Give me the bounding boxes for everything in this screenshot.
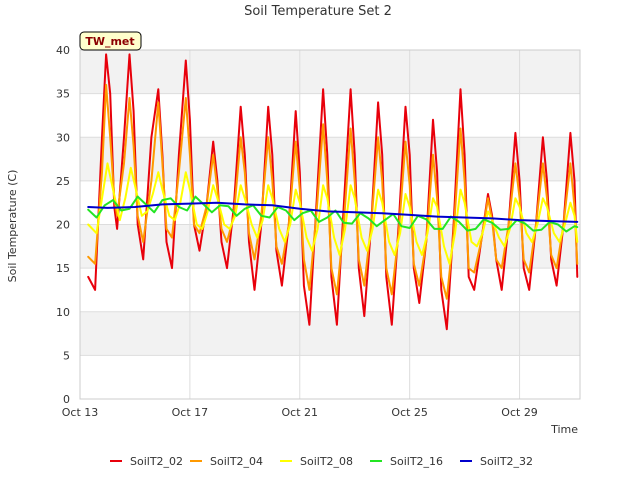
series-line-soilt2_32 (87, 201, 579, 223)
x-axis: Oct 13 Oct 17 Oct 21 Oct 25 Oct 29 (62, 406, 538, 419)
y-tick-label: 20 (56, 219, 70, 232)
y-tick-label: 0 (63, 393, 70, 406)
station-tag-label: TW_met (85, 35, 134, 48)
legend: SoilT2_02 SoilT2_04 SoilT2_08 SoilT2_16 Soil… (110, 455, 533, 468)
legend-label: SoilT2_08 (300, 455, 353, 468)
plot-band (80, 268, 580, 312)
x-tick-label: Oct 17 (172, 406, 209, 419)
y-tick-label: 40 (56, 44, 70, 57)
plot-band (80, 355, 580, 399)
plot-band (80, 50, 580, 94)
y-tick-label: 10 (56, 306, 70, 319)
y-tick-label: 15 (56, 262, 70, 275)
plot-frame (79, 49, 581, 400)
plot-band (80, 311, 580, 356)
y-tick-label: 5 (63, 349, 70, 362)
chart-title: Soil Temperature Set 2 (244, 4, 392, 19)
x-tick-label: Oct 25 (391, 406, 428, 419)
y-tick-label: 25 (56, 175, 70, 188)
series-line-soilt2_16 (87, 195, 579, 233)
y-axis: 0 5 10 15 20 25 30 35 40 (56, 44, 70, 406)
series-group (87, 53, 579, 331)
legend-label: SoilT2_02 (130, 455, 183, 468)
x-tick-label: Oct 13 (62, 406, 99, 419)
legend-label: SoilT2_32 (480, 455, 533, 468)
x-tick-label: Oct 21 (282, 406, 319, 419)
legend-label: SoilT2_16 (390, 455, 443, 468)
legend-label: SoilT2_04 (210, 455, 263, 468)
y-tick-label: 35 (56, 88, 70, 101)
x-axis-label: Time (550, 423, 578, 436)
x-tick-label: Oct 29 (501, 406, 538, 419)
station-tag: TW_met (79, 31, 142, 51)
y-axis-label: Soil Temperature (C) (6, 170, 19, 283)
y-tick-label: 30 (56, 131, 70, 144)
series-line-soilt2_04 (87, 83, 579, 300)
series-line-soilt2_08 (87, 162, 579, 265)
station-tag-box (79, 31, 142, 51)
plot-band (80, 93, 580, 138)
